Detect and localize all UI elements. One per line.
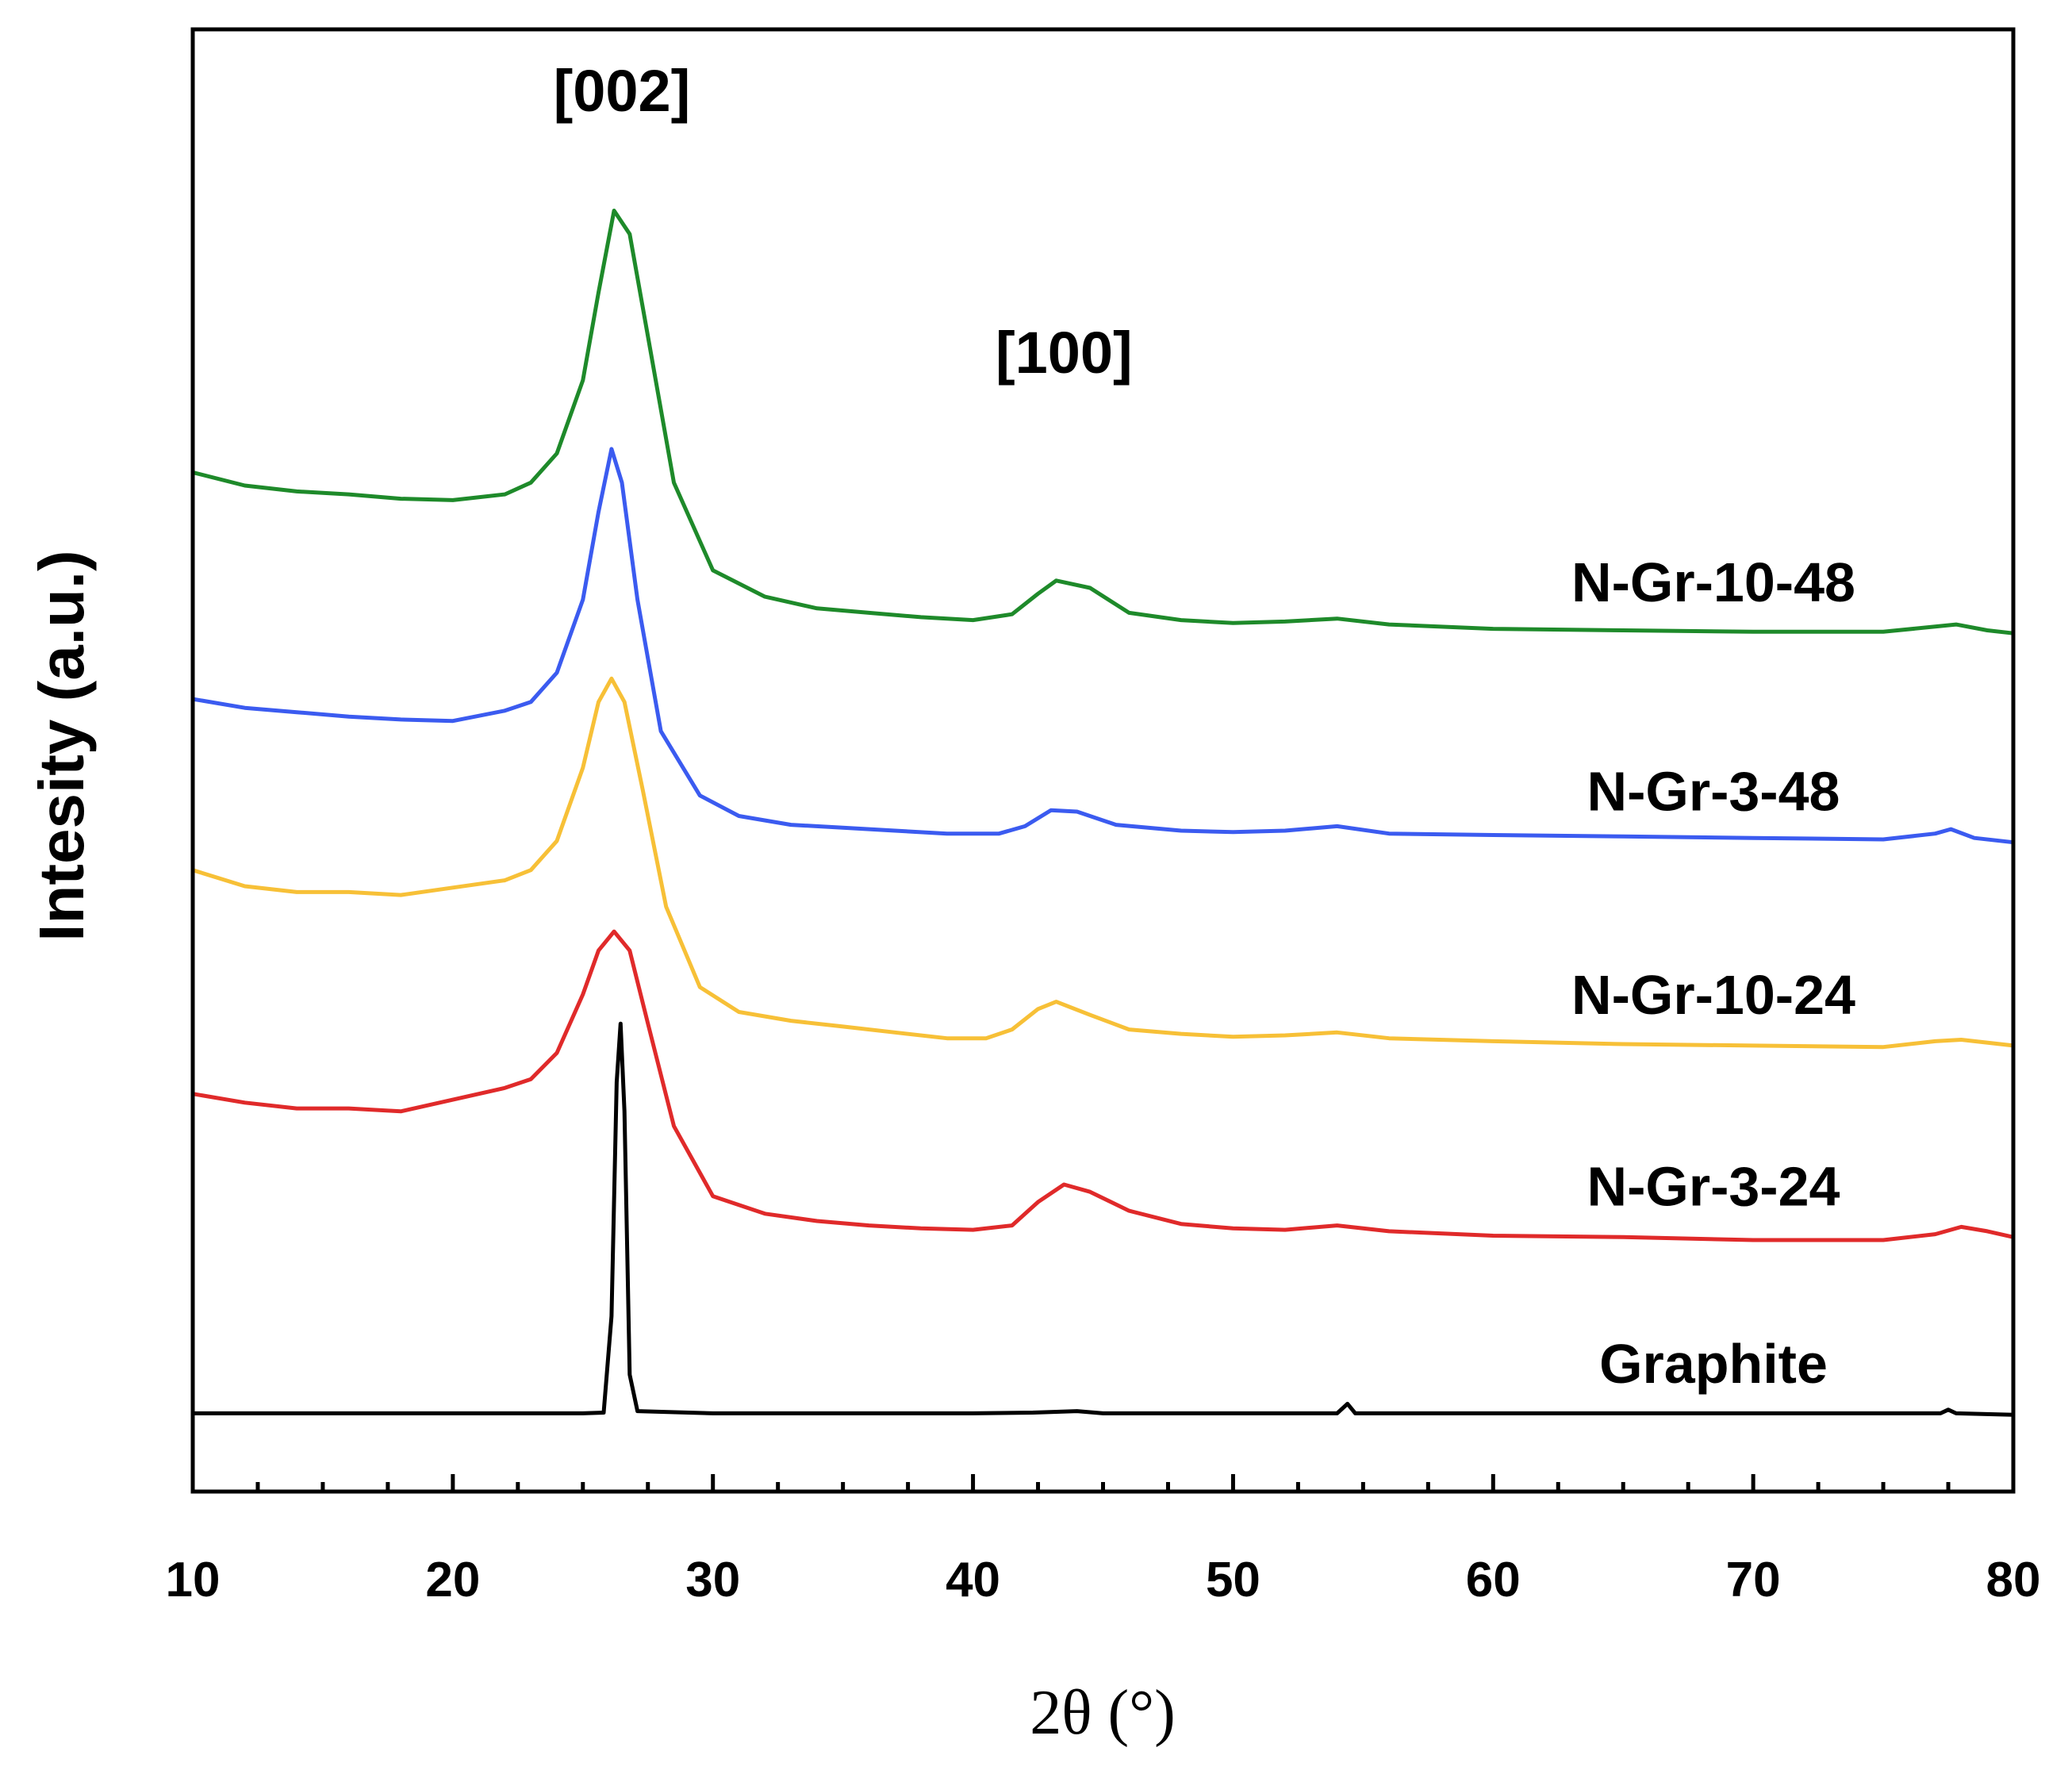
series-label-graphite: Graphite — [1599, 1333, 1828, 1395]
y-axis-label: Intesity (a.u.) — [26, 550, 97, 941]
peak-annotations: [002] [100] — [554, 58, 1133, 386]
series-line-n-gr-3-48 — [190, 447, 2016, 845]
x-axis-label: 2θ (°) — [1030, 1678, 1176, 1748]
x-tick-label: 60 — [1466, 1553, 1521, 1607]
series-label-n-gr-10-48: N-Gr-10-48 — [1571, 551, 1855, 613]
series-line-graphite — [190, 1021, 2016, 1417]
series-line-n-gr-10-48 — [190, 209, 2016, 635]
x-tick-label: 10 — [166, 1553, 221, 1607]
series-label-n-gr-10-24: N-Gr-10-24 — [1571, 964, 1855, 1026]
x-tick-label: 80 — [1986, 1553, 2041, 1607]
x-tick-label: 70 — [1726, 1553, 1781, 1607]
x-tick-label: 40 — [946, 1553, 1000, 1607]
x-axis-ticks: 10 20 30 40 50 60 70 80 — [166, 1474, 2041, 1607]
series-line-n-gr-3-24 — [190, 929, 2016, 1242]
peak-annotation: [002] — [554, 58, 691, 124]
series-line-n-gr-10-24 — [190, 676, 2016, 1050]
series-labels: Graphite N-Gr-3-24 N-Gr-10-24 N-Gr-3-48 N-Gr… — [1571, 551, 1855, 1395]
x-tick-label: 20 — [425, 1553, 480, 1607]
x-tick-label: 30 — [685, 1553, 740, 1607]
series-label-n-gr-3-48: N-Gr-3-48 — [1587, 761, 1840, 823]
peak-annotation: [100] — [996, 320, 1133, 386]
series-label-n-gr-3-24: N-Gr-3-24 — [1587, 1155, 1840, 1217]
series-layer — [190, 209, 2016, 1417]
x-tick-label: 50 — [1206, 1553, 1260, 1607]
